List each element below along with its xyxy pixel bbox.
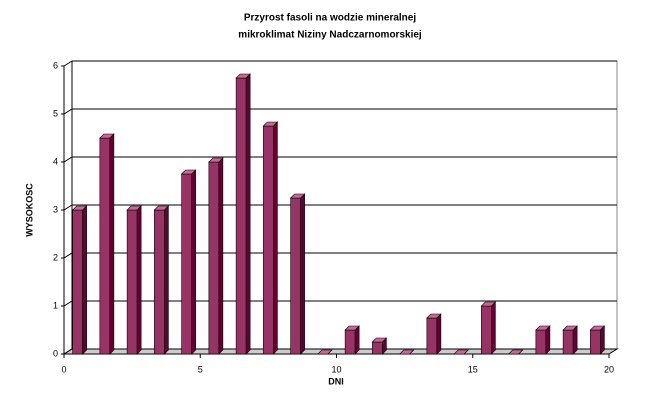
bar-top: [180, 169, 197, 175]
x-tick-label: 15: [468, 364, 478, 374]
grid-line-side: [63, 156, 73, 163]
y-tick-label: 1: [53, 300, 58, 310]
bar-side: [273, 121, 278, 355]
x-tick-label: 5: [198, 364, 203, 374]
bar: [535, 329, 547, 355]
y-tick-label: 3: [53, 204, 58, 214]
bar-side: [218, 157, 224, 355]
bar: [181, 173, 192, 355]
chart-title: Przyrost fasoli na wodzie mineralnej: [244, 13, 416, 24]
bar: [154, 209, 165, 355]
bar: [208, 161, 220, 355]
bar-top: [208, 157, 224, 163]
bar: [126, 209, 138, 355]
bar-side: [300, 193, 305, 355]
grid-line-side: [63, 300, 73, 307]
bar-side: [245, 73, 251, 355]
bar-side: [164, 205, 169, 355]
bar-top: [371, 337, 388, 343]
bar: [372, 341, 383, 355]
y-tick-label: 5: [53, 108, 58, 118]
bar-top: [126, 205, 142, 211]
x-tick-label: 0: [61, 364, 66, 374]
bar-top: [317, 349, 333, 355]
bar-side: [600, 325, 605, 355]
grid-line-side: [63, 60, 73, 67]
bar: [562, 329, 574, 355]
bar: [99, 137, 111, 355]
bar-top: [153, 205, 170, 211]
bar-side: [491, 301, 496, 355]
grid-line-side: [63, 348, 73, 355]
bar-top: [507, 349, 524, 355]
y-tick-label: 2: [53, 252, 58, 262]
bar-side: [136, 205, 142, 355]
y-tick-label: 0: [53, 348, 58, 358]
bar: [290, 197, 301, 355]
bar-side: [82, 205, 87, 355]
bar: [235, 77, 247, 355]
bar: [481, 305, 492, 355]
bar-top: [480, 301, 497, 307]
bar-top: [535, 325, 551, 331]
bar-top: [99, 133, 115, 139]
bar: [344, 329, 356, 355]
bar-side: [191, 169, 196, 355]
x-tick-label: 10: [331, 364, 341, 374]
y-axis-label: WYSOKOSC: [24, 183, 34, 237]
bar-top: [426, 313, 442, 319]
bar-top: [289, 193, 306, 199]
bar-top: [235, 73, 251, 79]
bar-side: [354, 325, 360, 355]
bar-side: [109, 133, 115, 355]
bar-top: [453, 349, 469, 355]
bar: [263, 125, 274, 355]
bar-top: [398, 349, 415, 355]
grid-line-side: [63, 108, 73, 115]
bar: [426, 317, 438, 355]
bar-top: [562, 325, 578, 331]
bar-top: [71, 205, 88, 211]
bar-side: [436, 313, 442, 355]
bar-top: [262, 121, 279, 127]
grid-line-side: [63, 204, 73, 211]
bar: [590, 329, 601, 355]
chart-subtitle: mikroklimat Niziny Nadczarnomorskiej: [238, 30, 422, 41]
grid-line-side: [63, 252, 73, 259]
bar-top: [344, 325, 360, 331]
x-axis-label: DNI: [328, 376, 344, 386]
bar-side: [572, 325, 578, 355]
bar-side: [545, 325, 551, 355]
bar-top: [589, 325, 606, 331]
y-tick-label: 4: [53, 156, 58, 166]
y-tick-label: 6: [53, 60, 58, 70]
x-tick-label: 20: [604, 364, 614, 374]
floor: [62, 348, 619, 355]
bar: [72, 209, 83, 355]
